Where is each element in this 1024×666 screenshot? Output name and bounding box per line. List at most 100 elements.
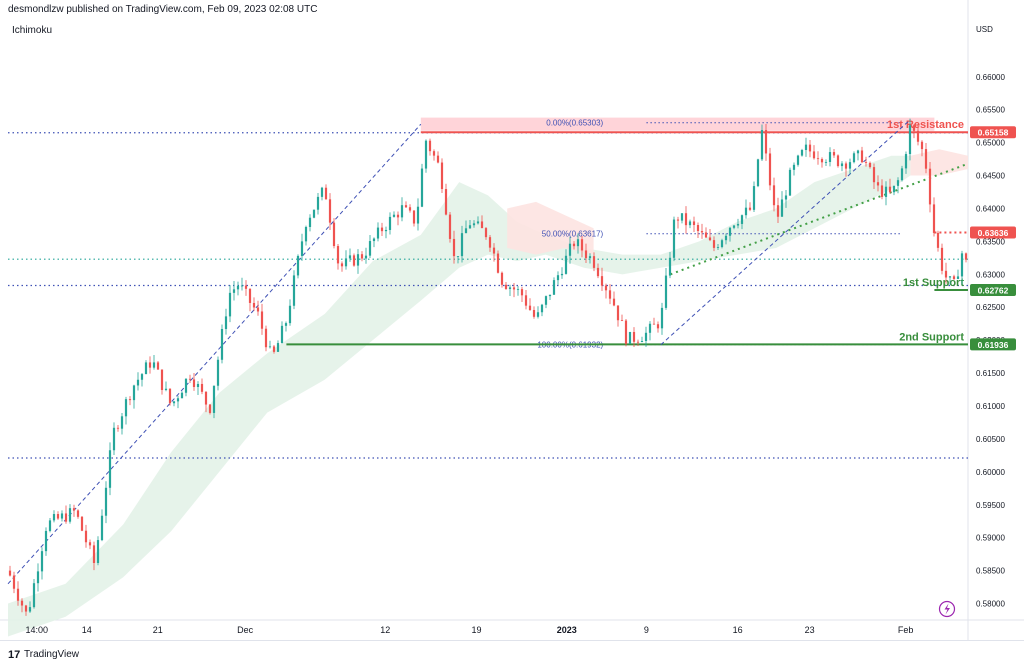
candle (524, 290, 528, 310)
candle (484, 227, 488, 240)
candle (728, 226, 732, 242)
candle (192, 372, 196, 391)
candle (784, 190, 788, 208)
candle (808, 140, 812, 158)
candle (732, 224, 736, 230)
price-tag[interactable]: 0.61936 (970, 338, 1016, 351)
candle (740, 214, 744, 230)
trendline[interactable] (660, 119, 911, 346)
candle (588, 253, 592, 264)
candle (956, 269, 960, 280)
candle (804, 137, 808, 157)
price-tag-bg (970, 126, 1016, 139)
candle-body (776, 205, 780, 217)
candle-body (824, 162, 828, 163)
candle-body (80, 516, 84, 531)
candle-body (624, 320, 628, 344)
candle (224, 308, 228, 335)
candle-body (52, 514, 56, 521)
candle-body (536, 312, 540, 317)
candle (128, 396, 132, 406)
candle (100, 509, 104, 542)
candle (168, 388, 172, 406)
candle (108, 442, 112, 496)
candle-body (316, 196, 320, 210)
candle-body (92, 545, 96, 563)
trendline[interactable] (670, 162, 969, 276)
candle-body (284, 323, 288, 326)
candle (312, 209, 316, 219)
candle (816, 151, 820, 165)
candle-body (512, 287, 516, 290)
candle (292, 270, 296, 310)
candle (52, 510, 56, 523)
candle (532, 306, 536, 319)
tradingview-logo-text[interactable]: TradingView (24, 649, 80, 660)
lightning-icon[interactable] (938, 600, 956, 618)
candle-body (312, 209, 316, 218)
price-tag-text: 0.61936 (978, 340, 1009, 350)
candle-body (872, 167, 876, 183)
candle (40, 547, 44, 580)
price-tag[interactable]: 0.63636 (970, 226, 1016, 239)
candle (400, 197, 404, 222)
candle (404, 201, 408, 208)
candle-body (816, 158, 820, 160)
first-support-line-label: 1st Support (903, 277, 964, 289)
candle-body (660, 307, 664, 329)
candle-body (636, 341, 640, 343)
price-chart[interactable]: 0.00%(0.65303)50.00%(0.63617)100.00%(0.6… (0, 0, 1024, 640)
y-tick-label: 0.66000 (976, 73, 1005, 82)
candle-body (916, 130, 920, 142)
price-tag[interactable]: 0.62762 (970, 283, 1016, 296)
candle (48, 517, 52, 533)
candle (8, 565, 12, 577)
tradingview-logo-icon[interactable]: 17 (8, 649, 21, 661)
candle-body (932, 204, 936, 233)
price-tag[interactable]: 0.65158 (970, 126, 1016, 139)
candle (132, 384, 136, 409)
candle (316, 192, 320, 215)
candle (708, 228, 712, 242)
candle-body (796, 155, 800, 165)
candle-body (216, 359, 220, 386)
candle (512, 282, 516, 298)
candle (256, 300, 260, 316)
candle (864, 156, 868, 167)
trendline[interactable] (7, 123, 422, 585)
candle (352, 253, 356, 267)
candle (924, 143, 928, 174)
candle-body (864, 162, 868, 163)
candle-body (852, 153, 856, 163)
candle (716, 243, 720, 251)
x-tick-label: Feb (898, 625, 914, 635)
candle-body (860, 150, 864, 163)
fib-level-label: 0.00%(0.65303) (546, 119, 603, 128)
candle (140, 373, 144, 387)
candle-body (224, 316, 228, 330)
candle (232, 281, 236, 301)
candle-body (480, 221, 484, 229)
candle-body (576, 239, 580, 247)
candle (204, 391, 208, 413)
candle-body (484, 228, 488, 238)
candle (888, 178, 892, 194)
grid-layer (0, 0, 1024, 640)
candle (464, 220, 468, 234)
candle-body (564, 255, 568, 274)
candle-body (488, 237, 492, 248)
candle (952, 274, 956, 281)
candle (576, 233, 580, 254)
candle-body (964, 253, 968, 260)
candle (736, 218, 740, 229)
candle-body (672, 219, 676, 258)
candle (296, 254, 300, 279)
candle-body (756, 159, 760, 187)
candle-body (440, 162, 444, 190)
candle-body (392, 214, 396, 217)
candle (176, 395, 180, 409)
candle (80, 516, 84, 532)
candle (328, 193, 332, 230)
candle-body (676, 219, 680, 221)
candle (684, 206, 688, 234)
